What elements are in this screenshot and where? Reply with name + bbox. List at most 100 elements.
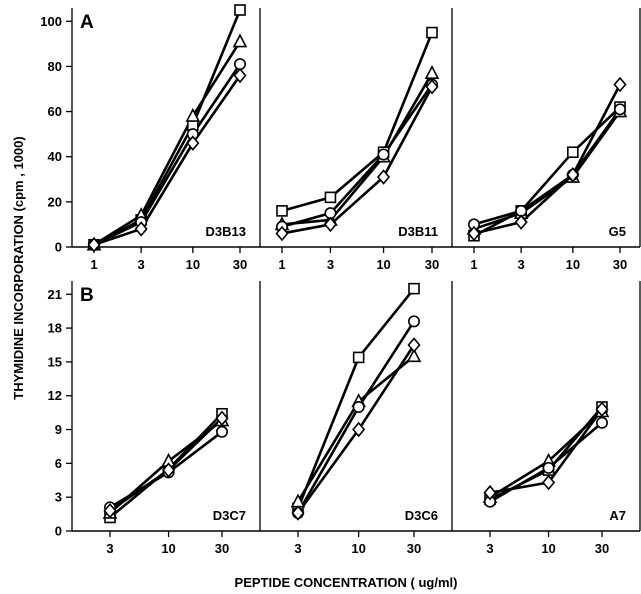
x-tick-label: 3 — [106, 541, 113, 556]
series-line-circle — [296, 320, 416, 514]
x-tick-label: 10 — [541, 541, 555, 556]
x-tick-label: 10 — [351, 541, 365, 556]
chart-panel-g5: 1 3 10 30 G5 — [451, 8, 641, 272]
point-diamond — [514, 214, 528, 230]
point-diamond — [233, 67, 247, 84]
point-circle — [216, 425, 229, 438]
x-tick-label: 30 — [233, 257, 247, 272]
y-tick-label: 15 — [48, 354, 62, 369]
point-circle — [542, 461, 555, 474]
x-tick-label: 10 — [376, 257, 390, 272]
chart-panel-a7: 3 10 30 A7 — [451, 281, 641, 556]
point-diamond — [87, 237, 101, 253]
x-tick-label: 30 — [215, 541, 229, 556]
point-diamond — [352, 421, 366, 438]
y-tick-label: 0 — [55, 524, 62, 539]
x-tick-label: 3 — [138, 257, 145, 272]
panel-a-letter: A — [80, 12, 94, 33]
panel-label: D3B13 — [206, 224, 246, 239]
x-tick-label: 30 — [407, 541, 421, 556]
y-tick-label: 60 — [48, 104, 62, 119]
series-line-diamond — [93, 74, 242, 246]
x-tick-label: 1 — [90, 257, 97, 272]
series-line-diamond — [281, 86, 434, 235]
x-tick-label: 3 — [518, 257, 525, 272]
x-tick-label: 10 — [566, 257, 580, 272]
point-diamond — [291, 505, 305, 521]
point-triangle — [424, 64, 440, 79]
x-axis-title: PEPTIDE CONCENTRATION ( ug/ml) — [235, 575, 458, 590]
panel-label: A7 — [609, 508, 626, 523]
x-tick-label: 10 — [186, 257, 200, 272]
point-circle — [407, 315, 420, 328]
point-diamond — [566, 167, 580, 183]
x-tick-label: 30 — [595, 541, 609, 556]
point-circle — [377, 148, 390, 161]
x-tick-label: 3 — [294, 541, 301, 556]
y-tick-label: 40 — [48, 149, 62, 164]
y-tick-label: 80 — [48, 59, 62, 74]
chart-panel-d3c6: 3 10 30 D3C6 — [259, 281, 452, 556]
point-circle — [595, 416, 608, 429]
series-line-square — [93, 9, 242, 246]
point-diamond — [323, 216, 337, 233]
point-diamond — [467, 225, 481, 242]
series-line-circle — [281, 83, 434, 228]
point-diamond — [542, 474, 556, 491]
x-tick-label: 1 — [278, 257, 285, 272]
chart-panel-d3c7: 3 10 30 0 3 6 9 12 15 18 21 D3C7 — [48, 281, 260, 556]
y-axis-title: THYMIDINE INCORPORATION (cpm , 1000) — [11, 136, 26, 399]
panel-b-letter: B — [80, 285, 94, 306]
point-diamond — [215, 410, 229, 427]
y-tick-label: 21 — [48, 287, 62, 302]
panel-label: G5 — [609, 224, 626, 239]
y-tick-label: 3 — [55, 490, 62, 505]
panel-label: D3C7 — [213, 508, 246, 523]
point-diamond — [613, 76, 627, 93]
point-diamond — [134, 221, 148, 237]
point-diamond — [425, 79, 439, 95]
y-tick-label: 18 — [48, 321, 62, 336]
point-square — [408, 282, 420, 295]
point-diamond — [103, 502, 117, 519]
y-tick-label: 9 — [55, 422, 62, 437]
point-diamond — [162, 462, 176, 478]
point-square — [234, 4, 246, 16]
series-line-triangle — [473, 110, 622, 231]
y-tick-label: 6 — [55, 456, 62, 471]
chart-panel-d3b13: 1 3 10 30 0 20 40 60 80 100 D3B13 — [40, 4, 260, 272]
series-line-triangle — [281, 72, 434, 226]
series-line-square — [281, 32, 434, 213]
point-triangle — [185, 107, 201, 122]
point-square — [426, 26, 438, 39]
point-circle — [613, 103, 626, 116]
series-line-circle — [473, 108, 622, 226]
x-tick-label: 1 — [470, 257, 477, 272]
x-tick-label: 3 — [486, 541, 493, 556]
point-diamond — [483, 484, 497, 501]
series-line-circle — [93, 63, 242, 246]
point-square — [276, 205, 288, 217]
y-tick-label: 0 — [55, 240, 62, 255]
x-tick-label: 30 — [425, 257, 439, 272]
point-diamond — [595, 401, 609, 417]
point-diamond — [377, 169, 391, 185]
point-circle — [352, 400, 365, 413]
point-square — [567, 146, 579, 158]
point-square — [324, 191, 337, 204]
point-triangle — [406, 348, 422, 363]
point-square — [352, 351, 365, 364]
y-tick-label: 20 — [48, 194, 62, 209]
panel-label: D3B11 — [398, 224, 438, 239]
x-tick-label: 10 — [161, 541, 175, 556]
point-triangle — [232, 33, 248, 48]
chart-panel-d3b11: 1 3 10 30 D3B11 — [259, 8, 452, 272]
series-line-triangle — [93, 40, 242, 246]
y-tick-label: 12 — [48, 388, 62, 403]
y-tick-label: 100 — [40, 14, 62, 29]
panel-label: D3C6 — [405, 508, 438, 523]
x-tick-label: 3 — [327, 257, 334, 272]
point-diamond — [407, 337, 421, 353]
